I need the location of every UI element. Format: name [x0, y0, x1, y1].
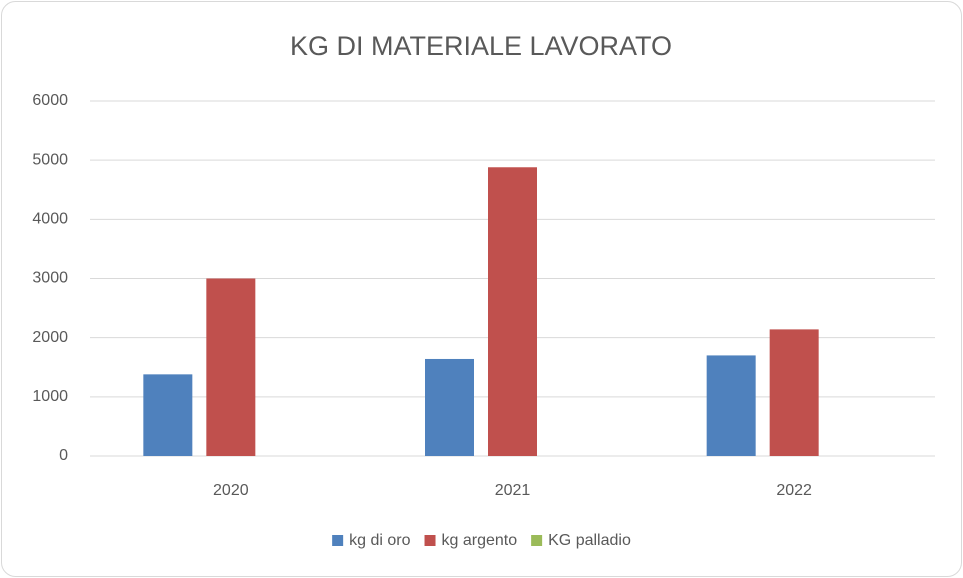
chart-title: KG DI MATERIALE LAVORATO: [290, 31, 672, 61]
legend-swatch: [424, 535, 436, 546]
y-tick-label: 0: [59, 447, 68, 464]
bar: [769, 329, 819, 456]
y-tick-label: 2000: [32, 329, 68, 346]
legend-swatch: [332, 535, 344, 546]
bar: [425, 358, 474, 456]
x-tick-label: 2021: [495, 482, 531, 499]
bar: [706, 355, 756, 456]
y-tick-label: 3000: [32, 270, 68, 287]
legend-label: kg di oro: [349, 532, 410, 549]
bar: [206, 278, 256, 456]
bar: [488, 167, 537, 456]
y-tick-label: 4000: [32, 211, 68, 228]
y-tick-label: 6000: [32, 92, 68, 109]
y-tick-label: 5000: [32, 151, 68, 168]
legend-label: kg argento: [442, 532, 518, 549]
x-tick-label: 2020: [213, 482, 249, 499]
legend-label: KG palladio: [548, 532, 631, 549]
legend-swatch: [531, 535, 543, 546]
x-tick-label: 2022: [776, 482, 812, 499]
bar: [143, 374, 193, 456]
y-tick-label: 1000: [32, 388, 68, 405]
